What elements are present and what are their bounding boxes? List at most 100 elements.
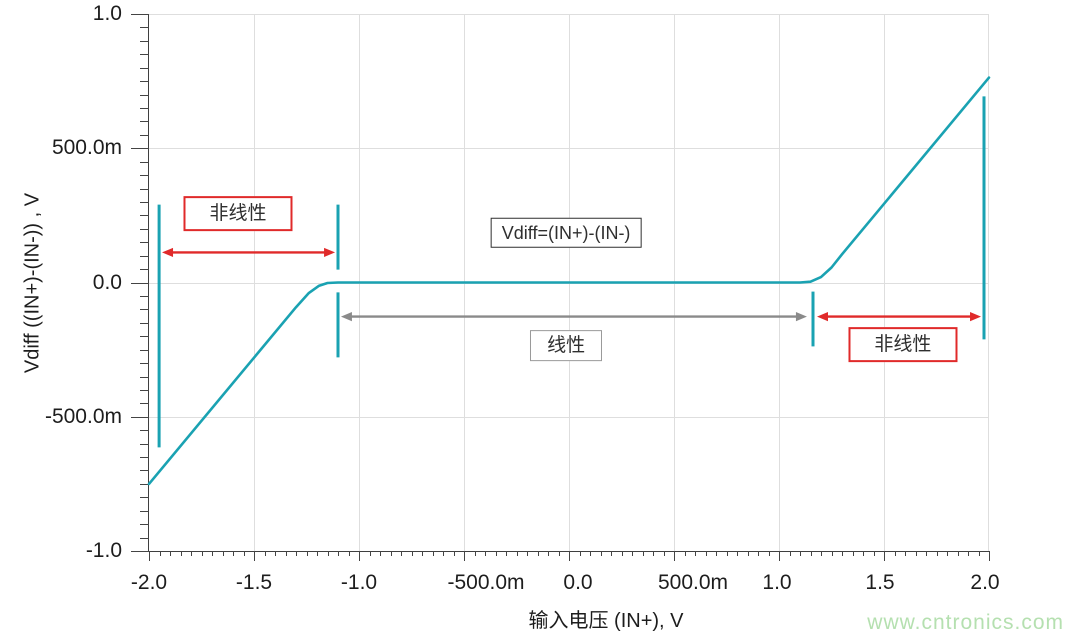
x-minor-tick [537, 551, 539, 556]
plot-area: -2.0 -1.5 -1.0 -500.0m 0.0 500.0m 1.0 1.5 2.0 1.0… [45, 2, 1000, 594]
y-minor-tick [140, 188, 149, 190]
x-tick-label: -500.0m [447, 571, 525, 594]
x-minor-tick [632, 551, 633, 556]
x-minor-tick [621, 551, 623, 556]
arrowhead-right-icon [324, 247, 336, 258]
x-minor-tick [380, 551, 381, 556]
y-minor-tick [140, 497, 149, 499]
x-tick-label: 1.5 [865, 571, 895, 594]
x-minor-tick [758, 551, 759, 556]
y-minor-tick [140, 309, 149, 311]
x-minor-tick [548, 551, 549, 556]
x-minor-tick [443, 551, 444, 556]
x-minor-tick [275, 551, 276, 556]
y-major-tick [131, 551, 149, 552]
x-major-tick [569, 551, 570, 561]
x-minor-tick [506, 551, 507, 556]
y-tick-label: -500.0m [44, 404, 122, 428]
x-minor-tick [390, 551, 392, 556]
x-tick-label: 0.0 [563, 571, 593, 594]
x-minor-tick [663, 551, 665, 556]
y-minor-tick [140, 81, 149, 83]
y-minor-tick [140, 430, 149, 432]
x-major-tick [884, 551, 885, 561]
x-tick-label: 2.0 [970, 571, 1000, 594]
y-major-tick [131, 416, 149, 418]
x-minor-tick [317, 551, 318, 556]
y-minor-tick [140, 510, 149, 512]
y-minor-tick [140, 363, 149, 364]
x-minor-tick [558, 551, 560, 556]
x-major-tick [674, 551, 675, 561]
y-minor-tick [140, 336, 149, 338]
y-minor-tick [140, 134, 149, 136]
x-minor-tick [243, 551, 245, 556]
arrowhead-left-icon [162, 247, 174, 258]
y-minor-tick [140, 228, 149, 230]
x-minor-tick [579, 551, 581, 556]
y-tick-label: 500.0m [51, 136, 122, 160]
annotation-formula: Vdiff=(IN+)-(IN-) [490, 217, 642, 248]
y-minor-tick [140, 483, 149, 485]
x-minor-tick [485, 551, 486, 556]
y-major-tick [131, 14, 149, 15]
y-minor-tick [140, 376, 149, 378]
x-minor-tick [338, 551, 339, 556]
x-minor-tick [432, 551, 434, 556]
x-minor-tick [495, 551, 497, 556]
x-minor-tick [831, 551, 833, 556]
y-minor-tick [140, 470, 149, 472]
y-minor-tick [140, 524, 149, 526]
x-minor-tick [191, 551, 192, 556]
x-minor-tick [936, 551, 938, 556]
x-minor-tick [233, 551, 234, 556]
x-minor-tick [705, 551, 707, 556]
x-major-tick [254, 551, 255, 561]
x-minor-tick [915, 551, 917, 556]
x-minor-tick [789, 551, 791, 556]
x-major-tick [359, 551, 360, 561]
x-minor-tick [894, 551, 896, 556]
x-minor-tick [947, 551, 948, 556]
x-minor-tick [653, 551, 654, 556]
y-gridline [149, 148, 989, 150]
y-tick-label: 0.0 [92, 270, 122, 294]
annotation-nonlinear-right: 非线性 [848, 326, 958, 363]
x-major-tick [149, 551, 150, 561]
arrowhead-right-icon [970, 311, 982, 322]
x-minor-tick [695, 551, 696, 556]
x-minor-tick [527, 551, 528, 556]
y-minor-tick [140, 215, 149, 217]
y-minor-tick [140, 54, 149, 56]
x-minor-tick [264, 551, 266, 556]
x-minor-tick [222, 551, 224, 556]
x-minor-tick [611, 551, 612, 556]
x-minor-tick [800, 551, 801, 556]
x-minor-tick [810, 551, 812, 556]
x-minor-tick [422, 551, 423, 556]
y-minor-tick [140, 389, 149, 391]
x-tick-label: 1.0 [762, 571, 792, 594]
y-tick-label: -1.0 [85, 539, 122, 562]
x-minor-tick [453, 551, 455, 556]
x-minor-tick [768, 551, 770, 556]
x-minor-tick [212, 551, 213, 556]
y-minor-tick [140, 537, 149, 539]
x-minor-tick [296, 551, 297, 556]
y-major-tick [131, 148, 149, 150]
x-tick-label: -1.5 [235, 571, 273, 594]
y-minor-tick [140, 175, 149, 177]
y-minor-tick [140, 67, 149, 69]
arrowhead-left-icon [817, 311, 829, 322]
x-minor-tick [873, 551, 875, 556]
x-major-tick [989, 551, 990, 561]
x-minor-tick [737, 551, 738, 556]
x-major-tick [464, 551, 465, 561]
annotation-linear: 线性 [530, 329, 603, 362]
y-minor-tick [140, 349, 149, 351]
x-minor-tick [285, 551, 287, 556]
x-minor-tick [327, 551, 329, 556]
x-minor-tick [926, 551, 927, 556]
y-minor-tick [140, 27, 149, 29]
annotation-nonlinear-left: 非线性 [183, 195, 293, 232]
